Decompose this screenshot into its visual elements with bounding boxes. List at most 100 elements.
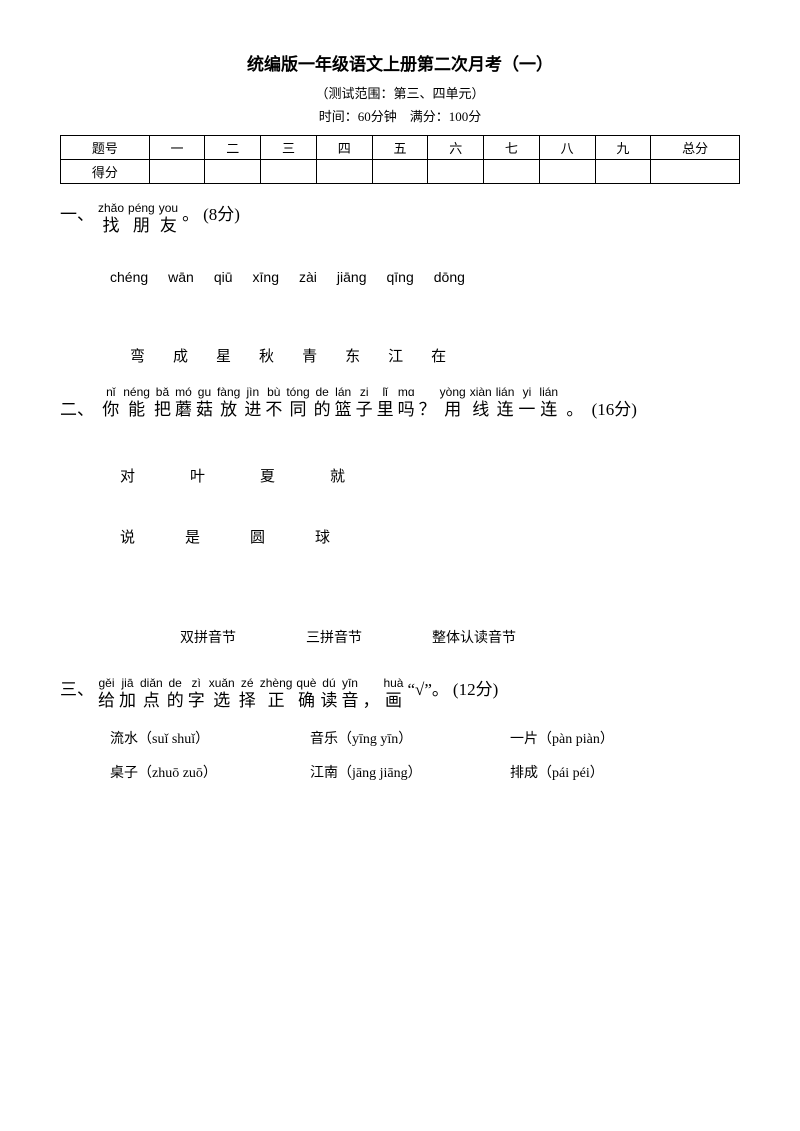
section-number: 一、 [60, 202, 94, 228]
ruby-char: què确 [296, 677, 316, 711]
mid: “√” [407, 677, 431, 703]
hanzi-row: 说是圆球 [120, 526, 740, 547]
hanzi: 蘑 [175, 400, 192, 420]
section-head: 一、 zhǎo找péng朋you友 。 (8分) [60, 202, 740, 239]
ruby-line: gěi给jiā加diǎn点de的zì字xuǎn选zé择zhèng正què确dú读… [98, 677, 407, 714]
td: 得分 [61, 160, 150, 184]
pinyin: de [314, 386, 331, 398]
hanzi: 把 [154, 400, 171, 420]
pinyin: mɑ [398, 386, 415, 398]
ruby-char: bǎ 把 [154, 386, 171, 420]
ruby-char: zì字 [188, 677, 205, 711]
th: 四 [316, 136, 372, 160]
pinyin: lián [496, 386, 515, 398]
item: jiāng [337, 269, 367, 285]
ruby-char: néng能 [123, 386, 150, 420]
th: 题号 [61, 136, 150, 160]
page-title: 统编版一年级语文上册第二次月考（一） [60, 50, 740, 75]
category-row: 双拼音节三拼音节整体认读音节 [180, 627, 740, 647]
item: 东 [345, 345, 360, 366]
hanzi: 画 [383, 691, 403, 711]
ruby-char: tóng同 [286, 386, 309, 420]
th: 一 [149, 136, 205, 160]
section-head: 二、 nǐ你néng能bǎ把mó蘑gu菇fàng放jìn进bù不tóng同de的… [60, 386, 740, 426]
pinyin: yi [518, 386, 535, 398]
hanzi: 线 [470, 400, 492, 420]
td [316, 160, 372, 184]
table-row: 题号 一 二 三 四 五 六 七 八 九 总分 [61, 136, 740, 160]
hanzi: 吗 [398, 400, 415, 420]
tail: 。 [182, 202, 199, 228]
pinyin: néng [123, 386, 150, 398]
pinyin: péng [128, 202, 155, 214]
th: 二 [205, 136, 261, 160]
item: zài [299, 269, 317, 285]
score-table: 题号 一 二 三 四 五 六 七 八 九 总分 得分 [60, 135, 740, 184]
pinyin: xiàn [470, 386, 492, 398]
ruby-char: yi一 [518, 386, 535, 420]
item: 青 [302, 345, 317, 366]
ruby-char: mó 蘑 [175, 386, 192, 420]
ruby-char: fàng放 [217, 386, 240, 420]
ruby-char: mɑ 吗 [398, 386, 415, 420]
hanzi: 朋 [128, 216, 155, 236]
td [261, 160, 317, 184]
pinyin: jìn [244, 386, 261, 398]
ruby-char: zi子 [356, 386, 373, 420]
hanzi: 不 [265, 400, 282, 420]
section-1: 一、 zhǎo找péng朋you友 。 (8分) chéngwānqiūxīng… [60, 202, 740, 366]
item: chéng [110, 269, 148, 285]
ruby-char: nǐ你 [102, 386, 119, 420]
ruby-char: yòng用 [440, 386, 466, 420]
hanzi: 连 [496, 400, 515, 420]
th: 五 [372, 136, 428, 160]
points: (8分) [203, 202, 240, 228]
item: 星 [216, 345, 231, 366]
hanzi: 确 [296, 691, 316, 711]
pinyin: you [159, 202, 178, 214]
pinyin: mó [175, 386, 192, 398]
ruby-char: gu 菇 [196, 386, 213, 420]
pinyin: gěi [98, 677, 115, 689]
td [205, 160, 261, 184]
pinyin: diǎn [140, 677, 163, 689]
ruby-char: diǎn点 [140, 677, 163, 711]
hanzi: 进 [244, 400, 261, 420]
hanzi: 给 [98, 691, 115, 711]
ruby-line: nǐ你néng能bǎ把mó蘑gu菇fàng放jìn进bù不tóng同de的lán… [102, 386, 562, 426]
pinyin: nǐ [102, 386, 119, 398]
ruby-char: lián 连 [496, 386, 515, 420]
item: 江 [388, 345, 403, 366]
pinyin-row: chéngwānqiūxīngzàijiāngqīngdōng [110, 269, 740, 285]
hanzi: ， [362, 691, 379, 711]
pinyin: de [167, 677, 184, 689]
pinyin: zhǎo [98, 202, 124, 214]
item: wān [168, 269, 194, 285]
q3-item: 江南（jāng jiāng） [310, 762, 510, 782]
pinyin: gu [196, 386, 213, 398]
item: qiū [214, 269, 233, 285]
q3-item: 一片（pàn piàn） [510, 728, 710, 748]
pinyin: bǎ [154, 386, 171, 398]
hanzi: 选 [209, 691, 235, 711]
ruby-char: de的 [314, 386, 331, 420]
ruby-char: ？ [419, 398, 436, 420]
hanzi: 同 [286, 400, 309, 420]
q3-item: 音乐（yīng yīn） [310, 728, 510, 748]
item: 秋 [259, 345, 274, 366]
ruby-char: jiā加 [119, 677, 136, 711]
section-number: 三、 [60, 677, 94, 703]
th: 三 [261, 136, 317, 160]
ruby-char: xuǎn选 [209, 677, 235, 711]
ruby-char: dú读 [320, 677, 337, 711]
item: 圆 [250, 526, 265, 547]
table-row: 得分 [61, 160, 740, 184]
hanzi: 子 [356, 400, 373, 420]
pinyin: yīn [341, 677, 358, 689]
item: 说 [120, 526, 135, 547]
ruby-char: lián连 [539, 386, 558, 420]
hanzi: 放 [217, 400, 240, 420]
q3-item: 流水（suǐ shuǐ） [110, 728, 310, 748]
item: xīng [253, 269, 279, 285]
hanzi: 菇 [196, 400, 213, 420]
